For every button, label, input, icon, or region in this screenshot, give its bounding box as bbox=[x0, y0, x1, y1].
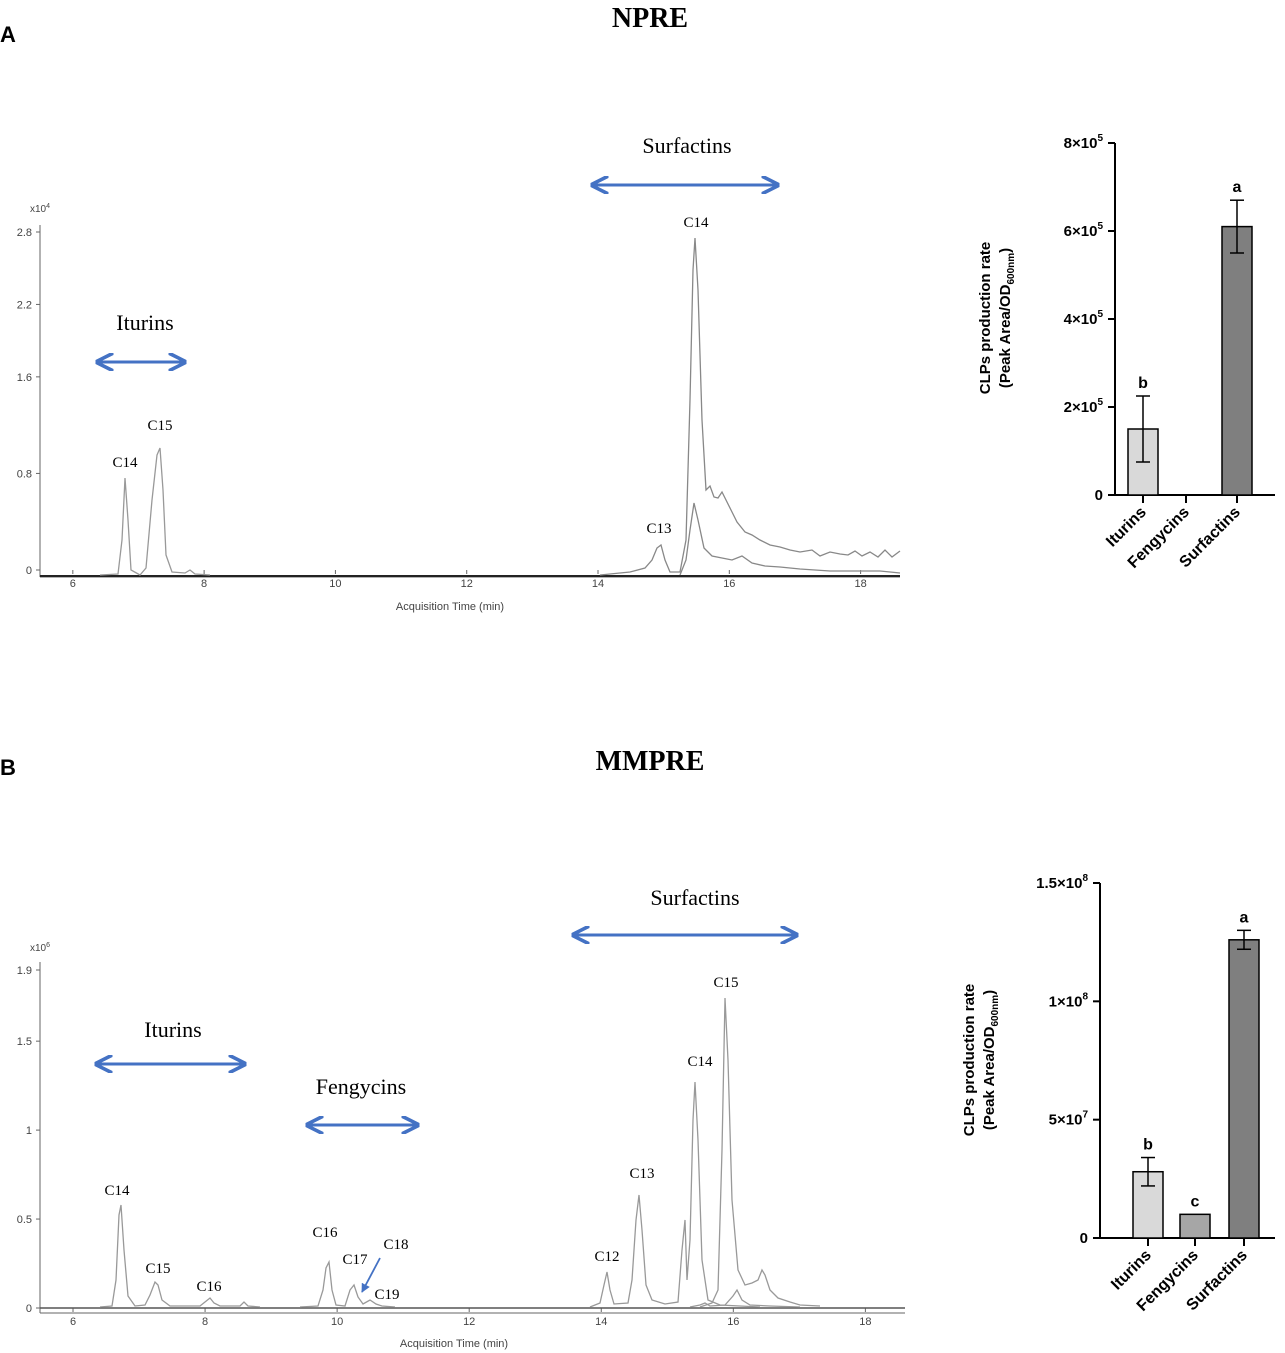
significance-letter: a bbox=[1233, 179, 1242, 196]
bar-fengycins bbox=[1179, 1213, 1211, 1239]
bar-surfactins bbox=[1228, 939, 1260, 1239]
x-tick-label: 18 bbox=[854, 578, 866, 590]
y-tick-label: 0 bbox=[26, 565, 32, 577]
chrom-b-peak-label: C14 bbox=[104, 1183, 130, 1199]
chrom-b-peak-label: C15 bbox=[145, 1261, 170, 1277]
y-tick-label: 0 bbox=[26, 1303, 32, 1315]
chrom-b-peak-label: C16 bbox=[196, 1279, 222, 1295]
chrom-a-peak-label: C13 bbox=[646, 521, 671, 537]
x-tick-label: 10 bbox=[331, 1316, 343, 1328]
chrom-b-scale-label: x106 bbox=[30, 942, 50, 954]
bar-y-tick-label: 6×105 bbox=[1064, 221, 1104, 240]
x-tick-label: 12 bbox=[463, 1316, 475, 1328]
chrom-b-c18-arrow bbox=[361, 1257, 381, 1293]
chrom-a-trace-surfactins-2 bbox=[679, 502, 901, 576]
chrom-a-iturins-label: Iturins bbox=[116, 310, 173, 335]
significance-letter: a bbox=[1240, 909, 1249, 926]
bar-b-y-label: CLPs production rate bbox=[961, 984, 978, 1137]
chrom-b-trace-iturins bbox=[99, 1204, 261, 1308]
chrom-b-peak-label: C17 bbox=[342, 1252, 368, 1268]
chromatogram-b: x106 1.9 1.5 1 0.5 0 6 8 10 12 14 16 18 Acquisitio… bbox=[17, 885, 905, 1350]
bar-y-tick-label: 2×105 bbox=[1064, 397, 1104, 416]
bar-y-tick-label: 5×107 bbox=[1049, 1110, 1089, 1129]
significance-letter: b bbox=[1143, 1137, 1153, 1154]
chrom-b-surfactins-label: Surfactins bbox=[650, 885, 739, 910]
chrom-b-trace-surfactins-3 bbox=[689, 1288, 801, 1308]
chrom-a-trace-iturins bbox=[99, 447, 211, 576]
panel-b-title: MMPRE bbox=[596, 746, 705, 777]
chrom-b-fengycins-label: Fengycins bbox=[316, 1074, 406, 1099]
panel-a-title: NPRE bbox=[612, 3, 688, 34]
chrom-b-peak-label: C12 bbox=[594, 1249, 619, 1265]
chrom-b-peak-label: C13 bbox=[629, 1166, 654, 1182]
x-tick-label: 12 bbox=[461, 578, 473, 590]
panel-a-letter: A bbox=[0, 22, 16, 47]
y-tick-label: 0.8 bbox=[17, 468, 32, 480]
bar-y-tick-label: 8×105 bbox=[1064, 133, 1104, 152]
x-tick-label: 6 bbox=[70, 1316, 76, 1328]
x-tick-label: 14 bbox=[592, 578, 604, 590]
chrom-a-peak-label: C14 bbox=[112, 455, 138, 471]
y-tick-label: 2.8 bbox=[17, 227, 32, 239]
chrom-b-trace-fengycins bbox=[299, 1259, 396, 1308]
x-tick-label: 6 bbox=[70, 578, 76, 590]
x-tick-label: 8 bbox=[201, 578, 207, 590]
x-tick-label: 14 bbox=[595, 1316, 607, 1328]
y-tick-label: 2.2 bbox=[17, 299, 32, 311]
significance-letter: c bbox=[1191, 1193, 1200, 1210]
chrom-a-peak-label: C14 bbox=[683, 215, 709, 231]
y-tick-label: 1.9 bbox=[17, 965, 32, 977]
bar-category-label: Iturins bbox=[1108, 1247, 1155, 1294]
bar-surfactins bbox=[1221, 225, 1253, 496]
x-tick-label: 18 bbox=[859, 1316, 871, 1328]
bar-a-y-label-2: (Peak Area/OD600nm) bbox=[997, 248, 1017, 388]
bar-y-tick-label: 1×108 bbox=[1049, 991, 1089, 1010]
chrom-b-peak-label: C16 bbox=[312, 1225, 338, 1241]
chrom-b-trace-surfactins-2 bbox=[699, 997, 821, 1308]
bar-y-tick-label: 1.5×108 bbox=[1036, 873, 1088, 892]
chrom-b-peak-label: C14 bbox=[687, 1054, 713, 1070]
significance-letter: b bbox=[1138, 375, 1148, 392]
chrom-b-trace-surfactins-1 bbox=[589, 1081, 761, 1308]
chrom-a-scale-label: x104 bbox=[30, 203, 50, 215]
bar-y-tick-label: 4×105 bbox=[1064, 309, 1104, 328]
chrom-a-surfactins-label: Surfactins bbox=[642, 133, 731, 158]
chrom-b-peak-label: C18 bbox=[383, 1237, 408, 1253]
chrom-a-x-label: Acquisition Time (min) bbox=[396, 601, 504, 613]
chromatogram-a: x104 2.8 2.2 1.6 0.8 0 6 8 10 12 14 16 18 Acquisit… bbox=[17, 133, 901, 613]
bar-y-tick-label: 0 bbox=[1095, 487, 1103, 504]
y-tick-label: 1.6 bbox=[17, 372, 32, 384]
bar-y-tick-label: 0 bbox=[1080, 1230, 1088, 1247]
x-tick-label: 16 bbox=[723, 578, 735, 590]
x-tick-label: 16 bbox=[727, 1316, 739, 1328]
x-tick-label: 8 bbox=[202, 1316, 208, 1328]
chrom-a-trace-surfactins-1 bbox=[599, 237, 901, 576]
chrom-b-x-label: Acquisition Time (min) bbox=[400, 1338, 508, 1350]
chrom-b-peak-label: C19 bbox=[374, 1287, 399, 1303]
chrom-b-peak-label: C15 bbox=[713, 975, 738, 991]
bar-b-y-label-2: (Peak Area/OD600nm) bbox=[981, 990, 1001, 1130]
chrom-a-peak-label: C15 bbox=[147, 418, 172, 434]
y-tick-label: 1.5 bbox=[17, 1036, 32, 1048]
bar-a-y-label: CLPs production rate bbox=[977, 242, 994, 395]
panel-b-letter: B bbox=[0, 755, 16, 780]
chrom-b-iturins-label: Iturins bbox=[144, 1017, 201, 1042]
y-tick-label: 1 bbox=[26, 1125, 32, 1137]
x-tick-label: 10 bbox=[329, 578, 341, 590]
y-tick-label: 0.5 bbox=[17, 1214, 32, 1226]
